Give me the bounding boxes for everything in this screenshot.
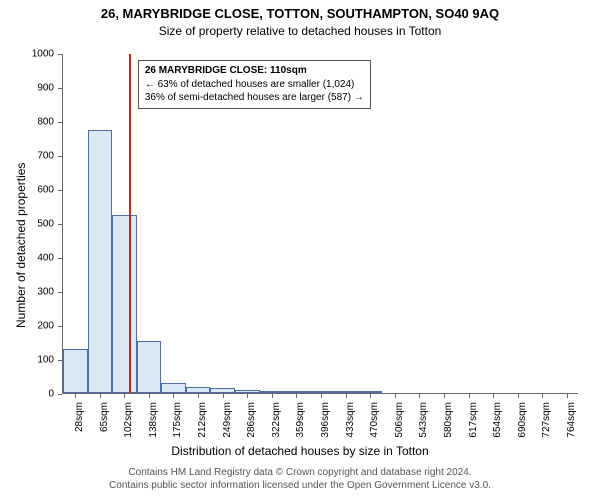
x-tick — [149, 394, 150, 398]
histogram-bar — [161, 383, 186, 393]
x-tick-label: 433sqm — [345, 402, 356, 442]
chart-container: 26, MARYBRIDGE CLOSE, TOTTON, SOUTHAMPTO… — [0, 0, 600, 500]
x-tick-label: 212sqm — [197, 402, 208, 442]
x-tick — [296, 394, 297, 398]
x-axis-label: Distribution of detached houses by size … — [0, 444, 600, 458]
histogram-bar — [333, 391, 358, 393]
x-tick — [469, 394, 470, 398]
x-tick — [419, 394, 420, 398]
x-tick — [567, 394, 568, 398]
reference-line — [129, 54, 131, 393]
x-tick — [542, 394, 543, 398]
x-tick — [493, 394, 494, 398]
x-tick — [198, 394, 199, 398]
histogram-bar — [63, 349, 88, 393]
y-tick — [58, 122, 62, 123]
x-tick — [75, 394, 76, 398]
x-tick — [223, 394, 224, 398]
x-tick-label: 138sqm — [148, 402, 159, 442]
x-tick-label: 322sqm — [271, 402, 282, 442]
annotation-header: 26 MARYBRIDGE CLOSE: 110sqm — [145, 64, 364, 78]
y-tick-label: 100 — [24, 355, 54, 366]
y-tick — [58, 54, 62, 55]
x-tick-label: 102sqm — [123, 402, 134, 442]
y-tick-label: 800 — [24, 117, 54, 128]
x-tick — [173, 394, 174, 398]
y-tick — [58, 258, 62, 259]
x-tick — [124, 394, 125, 398]
y-tick-label: 400 — [24, 253, 54, 264]
y-tick — [58, 360, 62, 361]
x-tick — [346, 394, 347, 398]
y-tick-label: 600 — [24, 185, 54, 196]
x-tick-label: 396sqm — [320, 402, 331, 442]
histogram-bar — [88, 130, 113, 394]
y-tick — [58, 190, 62, 191]
footer-attribution: Contains HM Land Registry data © Crown c… — [0, 466, 600, 492]
y-tick-label: 900 — [24, 83, 54, 94]
x-tick-label: 175sqm — [172, 402, 183, 442]
histogram-bar — [186, 387, 211, 393]
histogram-bar — [260, 391, 285, 393]
histogram-bar — [235, 390, 260, 393]
x-tick-label: 543sqm — [418, 402, 429, 442]
y-tick — [58, 156, 62, 157]
histogram-bar — [309, 391, 334, 393]
y-tick — [58, 292, 62, 293]
y-tick-label: 300 — [24, 287, 54, 298]
y-tick-label: 0 — [24, 389, 54, 400]
x-tick-label: 286sqm — [246, 402, 257, 442]
annotation-line2: 36% of semi-detached houses are larger (… — [145, 91, 364, 105]
y-tick — [58, 326, 62, 327]
annotation-line1: ← 63% of detached houses are smaller (1,… — [145, 78, 364, 92]
x-tick — [395, 394, 396, 398]
x-tick-label: 28sqm — [74, 402, 85, 442]
x-tick-label: 727sqm — [541, 402, 552, 442]
x-tick — [247, 394, 248, 398]
histogram-bar — [358, 391, 383, 393]
x-tick — [272, 394, 273, 398]
histogram-bar — [112, 215, 137, 394]
y-tick-label: 1000 — [24, 49, 54, 60]
x-tick-label: 470sqm — [369, 402, 380, 442]
annotation-box: 26 MARYBRIDGE CLOSE: 110sqm← 63% of deta… — [138, 60, 371, 109]
y-tick-label: 500 — [24, 219, 54, 230]
x-tick-label: 764sqm — [566, 402, 577, 442]
footer-line1: Contains HM Land Registry data © Crown c… — [128, 467, 471, 478]
x-tick — [518, 394, 519, 398]
histogram-bar — [210, 388, 235, 393]
x-tick-label: 506sqm — [394, 402, 405, 442]
x-tick-label: 690sqm — [517, 402, 528, 442]
x-tick-label: 359sqm — [295, 402, 306, 442]
y-tick — [58, 224, 62, 225]
chart-title: 26, MARYBRIDGE CLOSE, TOTTON, SOUTHAMPTO… — [0, 6, 600, 21]
x-tick-label: 249sqm — [222, 402, 233, 442]
x-tick-label: 617sqm — [468, 402, 479, 442]
y-tick — [58, 88, 62, 89]
x-tick — [100, 394, 101, 398]
x-tick — [370, 394, 371, 398]
x-tick-label: 654sqm — [492, 402, 503, 442]
x-tick — [321, 394, 322, 398]
y-tick-label: 200 — [24, 321, 54, 332]
x-tick — [444, 394, 445, 398]
histogram-bar — [137, 341, 162, 393]
plot-area: 26 MARYBRIDGE CLOSE: 110sqm← 63% of deta… — [62, 54, 578, 394]
x-tick-label: 580sqm — [443, 402, 454, 442]
chart-subtitle: Size of property relative to detached ho… — [0, 24, 600, 38]
footer-line2: Contains public sector information licen… — [109, 480, 491, 491]
x-tick-label: 65sqm — [99, 402, 110, 442]
histogram-bar — [284, 391, 309, 393]
y-tick — [58, 394, 62, 395]
y-tick-label: 700 — [24, 151, 54, 162]
